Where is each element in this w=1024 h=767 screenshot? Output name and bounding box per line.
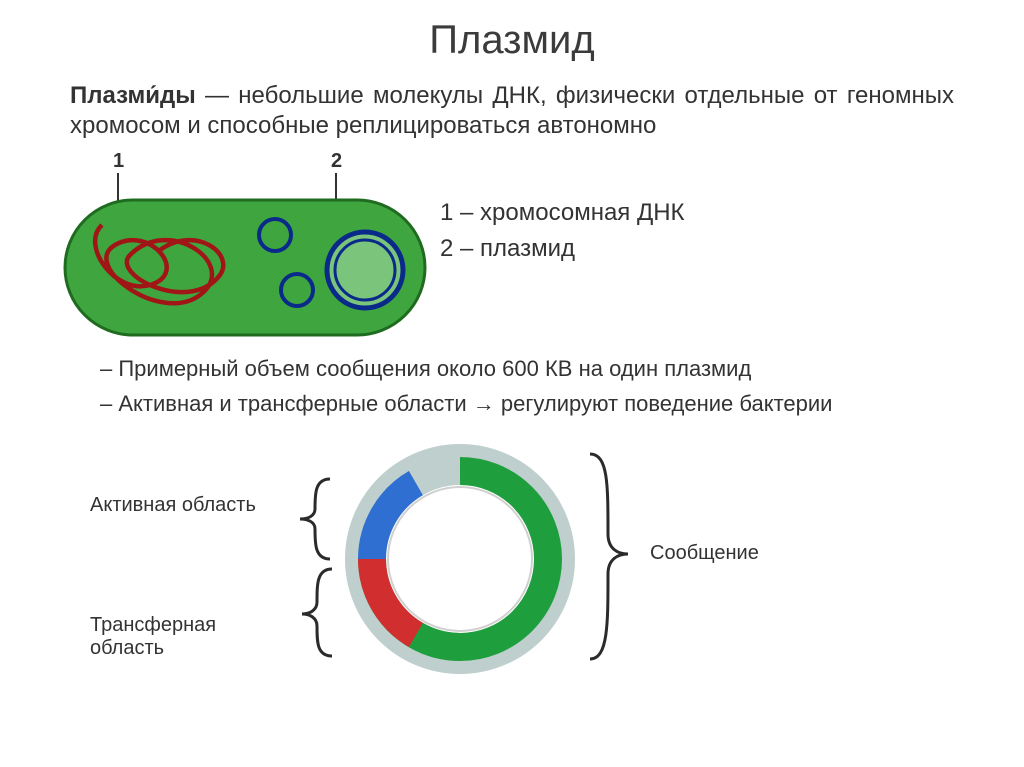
definition-bold: Плазми́ды (70, 82, 196, 109)
fig-label-2: 2 (331, 150, 342, 172)
fig-label-1: 1 (113, 150, 124, 172)
plasmid-ring-figure: Активная область Трансферная область Соо… (0, 424, 1024, 694)
legend-line-2: 2 – плазмид (440, 231, 685, 267)
ring-arc-green-bottom (416, 635, 460, 647)
brace-active (300, 479, 330, 559)
definition-text: Плазми́ды — небольшие молекулы ДНК, физи… (0, 63, 1024, 145)
label-active: Активная область (90, 494, 256, 517)
slide: Плазмид Плазми́ды — небольшие молекулы Д… (0, 0, 1024, 767)
bullet-1: Примерный объем сообщения около 600 КВ н… (100, 355, 954, 384)
bullet-list: Примерный объем сообщения около 600 КВ н… (0, 355, 1024, 418)
definition-rest: — небольшие молекулы ДНК, физически отде… (70, 82, 954, 139)
brace-transfer (302, 569, 332, 656)
figure-legend: 1 – хромосомная ДНК 2 – плазмид (440, 195, 685, 267)
label-message: Сообщение (650, 542, 759, 565)
brace-message (590, 454, 628, 659)
slide-title: Плазмид (0, 0, 1024, 63)
legend-line-1: 1 – хромосомная ДНК (440, 195, 685, 231)
bacterium-figure: 1 2 1 – хромосомная ДНК 2 – плазмид (0, 145, 1024, 355)
ring-arc-top-gray (416, 471, 460, 483)
label-transfer: Трансферная область (90, 614, 290, 660)
bullet-2: Активная и трансферные области → регулир… (100, 390, 954, 419)
